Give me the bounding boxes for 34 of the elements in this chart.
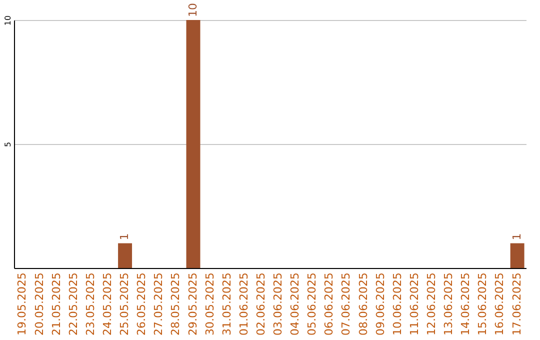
x-tick-label: 21.05.2025 [50,272,63,336]
x-tick-label: 16.06.2025 [493,272,506,336]
x-tick-label: 05.06.2025 [306,272,319,336]
x-tick-label: 26.05.2025 [135,272,148,336]
x-tick-label: 19.05.2025 [16,272,29,336]
x-tick-label: 09.06.2025 [374,272,387,336]
x-tick-label: 06.06.2025 [322,272,336,336]
x-tick-label: 15.06.2025 [476,272,490,336]
x-tick-label: 25.05.2025 [118,272,132,336]
x-tick-label: 03.06.2025 [272,272,285,336]
x-tick-label: 17.06.2025 [510,272,524,336]
x-tick-label: 20.05.2025 [32,272,46,336]
x-tick-label: 12.06.2025 [425,272,438,336]
data-label: 10 [186,3,200,17]
x-tick-label: 27.05.2025 [152,272,166,336]
x-tick-label: 22.05.2025 [66,272,80,336]
data-label: 1 [510,233,524,240]
x-tick-label: 29.05.2025 [186,272,200,336]
x-tick-label: 07.06.2025 [340,272,353,336]
x-tick-label: 13.06.2025 [442,272,456,336]
x-tick-label: 24.05.2025 [100,272,114,336]
x-tick-label: 31.05.2025 [220,272,234,336]
x-tick-label: 10.06.2025 [390,272,404,336]
x-tick-label: 14.06.2025 [459,272,472,336]
y-tick-label: 5 [4,142,12,148]
x-tick-label: 30.05.2025 [203,272,216,336]
x-tick-label: 11.06.2025 [408,272,421,336]
x-tick-label: 23.05.2025 [84,272,97,336]
x-tick-label: 08.06.2025 [356,272,370,336]
data-label: 1 [118,233,132,240]
x-tick-label: 01.06.2025 [237,272,250,336]
x-tick-label: 02.06.2025 [254,272,268,336]
x-tick-label: 28.05.2025 [169,272,182,336]
x-tick-label: 04.06.2025 [288,272,302,336]
